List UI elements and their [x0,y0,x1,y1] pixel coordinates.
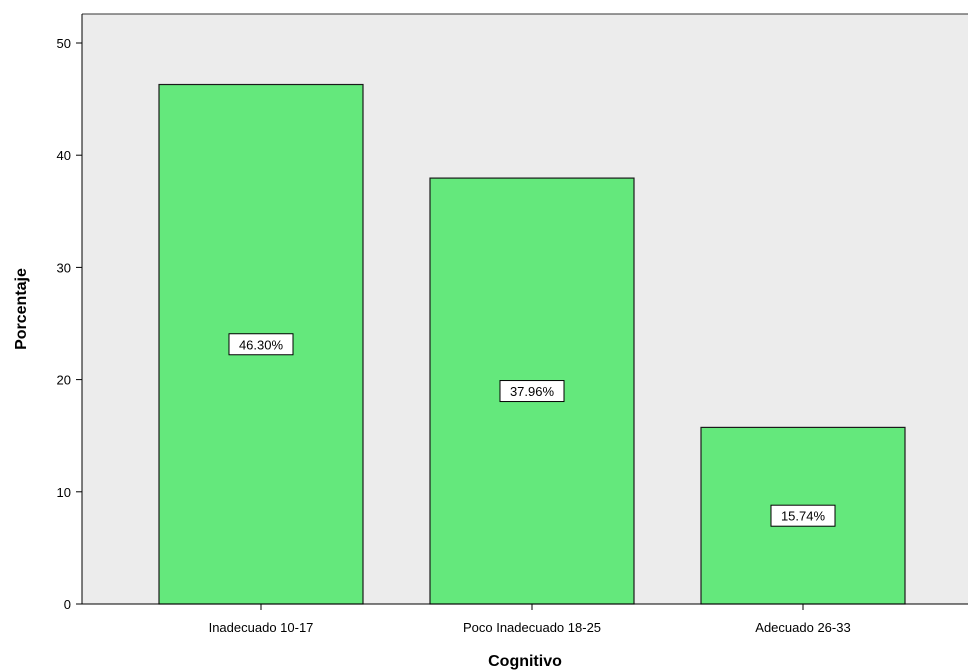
y-tick-label: 20 [57,373,71,388]
x-category-label: Poco Inadecuado 18-25 [463,620,601,635]
y-axis-title: Porcentaje [13,268,30,350]
data-label-box [499,380,565,403]
y-tick-label: 40 [57,148,71,163]
x-category-label: Inadecuado 10-17 [209,620,314,635]
y-tick-label: 0 [64,597,71,612]
data-label: 46.30% [239,337,284,352]
y-ticks: 0 10 20 30 40 50 [57,36,82,612]
data-label: 37.96% [510,384,555,399]
x-axis-title: Cognitivo [488,653,562,670]
y-tick-label: 30 [57,260,71,275]
data-label-box [770,504,836,527]
data-label-box [228,333,294,356]
x-category-label: Adecuado 26-33 [755,620,850,635]
y-tick-label: 50 [57,36,71,51]
data-label: 15.74% [781,509,826,524]
y-tick-label: 10 [57,485,71,500]
x-category-labels: Inadecuado 10-17 Poco Inadecuado 18-25 Ade… [209,604,851,635]
data-labels: 46.30% 37.96% 15.74% [228,333,836,527]
